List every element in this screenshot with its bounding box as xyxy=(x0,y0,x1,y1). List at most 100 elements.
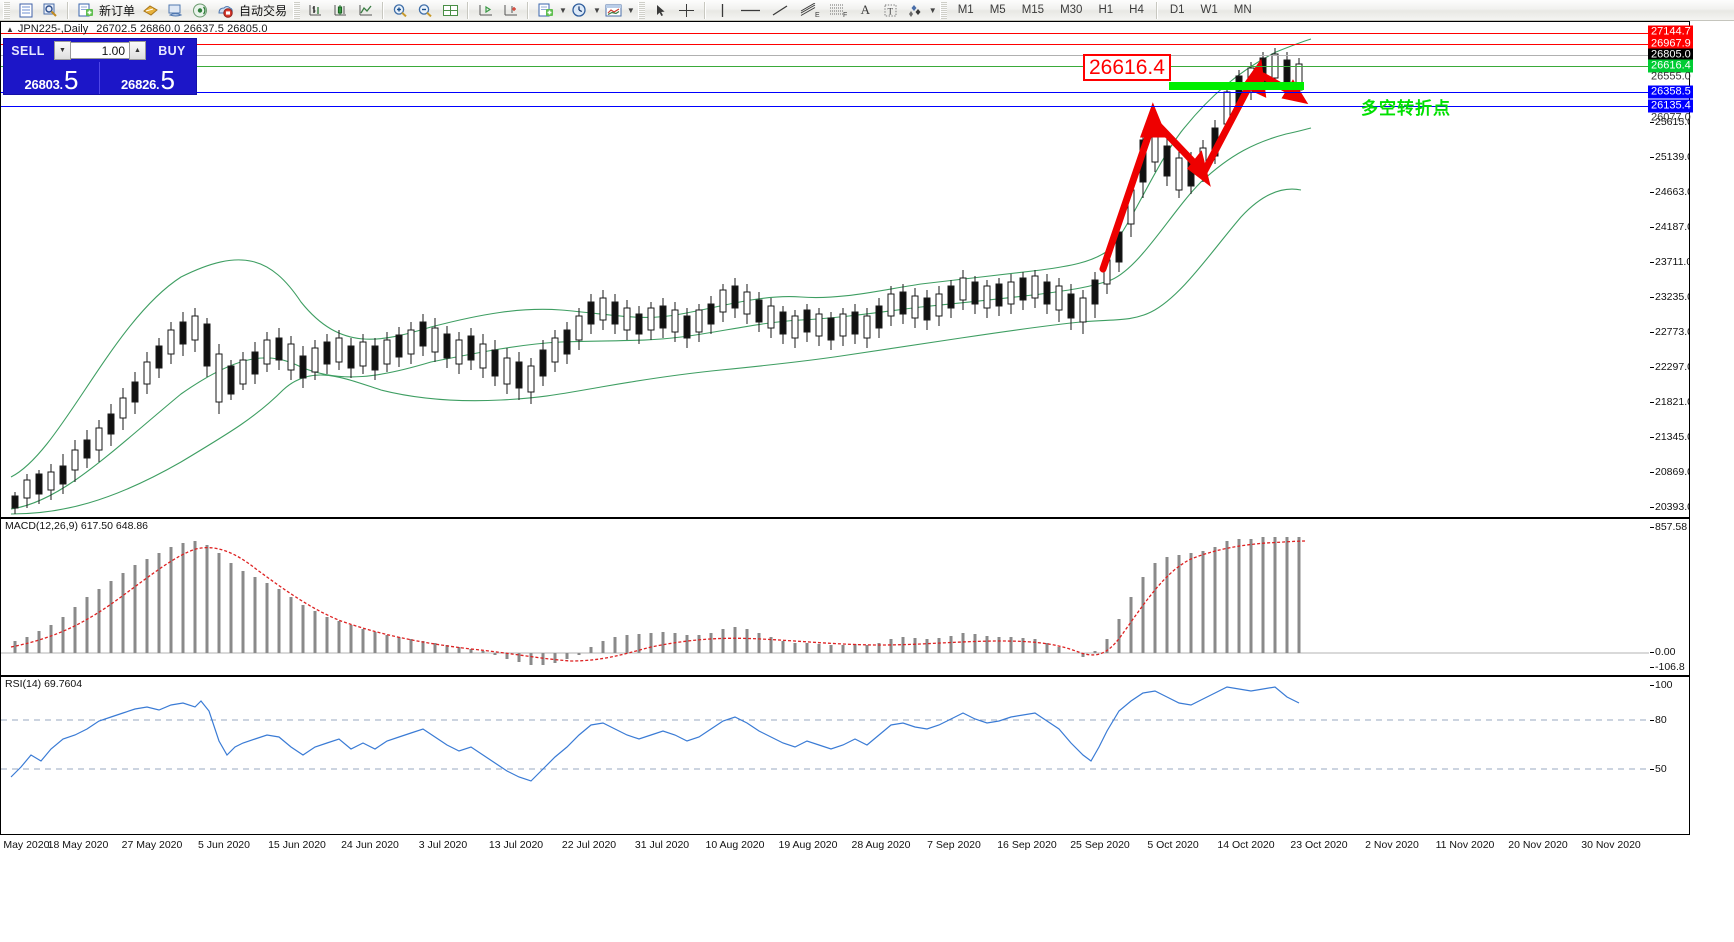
ohlc-values: 26702.5 26860.0 26637.5 26805.0 xyxy=(96,23,268,35)
new-order-icon[interactable] xyxy=(74,1,97,20)
time-tick: 31 Jul 2020 xyxy=(634,839,690,851)
volume-input[interactable]: 1.00 xyxy=(71,42,129,59)
vertical-line-icon[interactable] xyxy=(711,1,734,20)
zoom-in-icon[interactable] xyxy=(389,1,412,20)
time-tick: 24 Jun 2020 xyxy=(341,839,399,851)
timeframe-h1[interactable]: H1 xyxy=(1098,4,1114,16)
macd-plot-area[interactable] xyxy=(1,519,1649,675)
bar-chart-icon[interactable] xyxy=(304,1,327,20)
horizontal-line-icon[interactable] xyxy=(736,1,765,20)
time-tick: 3 Jul 2020 xyxy=(418,839,468,851)
autotrading-label[interactable]: 自动交易 xyxy=(239,3,288,18)
time-tick: 16 Sep 2020 xyxy=(997,839,1057,851)
timeframe-m30[interactable]: M30 xyxy=(1060,4,1083,16)
autotrading-icon[interactable] xyxy=(214,1,237,20)
toolbar-separator-5 xyxy=(703,1,706,19)
collapse-triangle-icon[interactable]: ▲ xyxy=(6,24,14,34)
price-tick: 20869.0 xyxy=(1650,466,1689,478)
fibonacci-icon[interactable]: F xyxy=(825,1,852,20)
price-tick: 20393.0 xyxy=(1650,501,1689,513)
zoom-out-icon[interactable] xyxy=(414,1,437,20)
periods-icon[interactable] xyxy=(568,1,591,20)
time-tick: 22 Jul 2020 xyxy=(561,839,617,851)
macd-tick-zero: 0.00 xyxy=(1649,646,1676,658)
toolbar-grip-3[interactable] xyxy=(637,1,645,19)
time-tick: 7 Sep 2020 xyxy=(927,839,981,851)
price-tick: 24187.0 xyxy=(1650,221,1689,233)
rsi-plot-area[interactable] xyxy=(1,677,1649,834)
sell-price-main: 26803 xyxy=(24,77,60,92)
expert-advisors-icon[interactable] xyxy=(139,1,162,20)
text-label-icon[interactable]: T xyxy=(879,1,902,20)
symbol-name: JPN225-,Daily xyxy=(17,23,89,35)
price-tick: 25615.0 xyxy=(1650,116,1689,128)
timeframe-m15[interactable]: M15 xyxy=(1021,4,1045,16)
rsi-tick-100: 100 xyxy=(1650,679,1673,691)
buy-price[interactable]: 26826 . 5 xyxy=(100,62,196,94)
candlestick-chart-icon[interactable] xyxy=(329,1,352,20)
toolbar-separator-6 xyxy=(1155,1,1158,19)
resistance-line-2 xyxy=(1,44,1649,45)
tile-windows-icon[interactable] xyxy=(439,1,462,20)
market-watch-icon[interactable] xyxy=(14,1,37,20)
time-axis[interactable]: 6 May 2020 18 May 2020 27 May 2020 5 Jun… xyxy=(0,835,1690,855)
sell-price[interactable]: 26803 . 5 xyxy=(4,62,100,94)
price-tick: 22773.0 xyxy=(1650,326,1689,338)
timeframe-h4[interactable]: H4 xyxy=(1129,4,1144,16)
time-tick: 20 Nov 2020 xyxy=(1508,839,1568,851)
price-tick: 22297.0 xyxy=(1650,361,1689,373)
timeframe-w1[interactable]: W1 xyxy=(1200,4,1218,16)
time-tick: 28 Aug 2020 xyxy=(851,839,911,851)
support-zone-band xyxy=(1169,82,1304,90)
timeframe-m5[interactable]: M5 xyxy=(989,4,1006,16)
new-order-label[interactable]: 新订单 xyxy=(99,3,136,18)
one-click-trading-panel[interactable]: SELL ▼ 1.00 ▲ BUY 26803 . 5 26826 . 5 xyxy=(3,38,197,95)
terminal-icon[interactable] xyxy=(164,1,187,20)
target-price-line xyxy=(1,66,1649,67)
signals-icon[interactable] xyxy=(189,1,212,20)
rsi-scale[interactable]: 100 80 50 xyxy=(1649,677,1689,834)
toolbar-separator-2 xyxy=(382,1,385,19)
line-chart-icon[interactable] xyxy=(354,1,377,20)
periods-dropdown-caret[interactable]: ▼ xyxy=(592,5,601,15)
cursor-icon[interactable] xyxy=(649,1,672,20)
time-tick: 6 May 2020 xyxy=(0,839,50,851)
price-plot-area[interactable]: 26616.4 多空转折点 xyxy=(1,22,1649,517)
trendline-icon[interactable] xyxy=(767,1,794,20)
price-tick: 21345.0 xyxy=(1650,431,1689,443)
rsi-label: RSI(14) 69.7604 xyxy=(5,678,83,690)
price-tick: 23711.0 xyxy=(1649,256,1689,268)
timeframe-d1[interactable]: D1 xyxy=(1169,4,1185,16)
auto-scroll-icon[interactable] xyxy=(499,1,522,20)
timeframe-mn[interactable]: MN xyxy=(1233,4,1252,16)
volume-stepper[interactable]: ▼ 1.00 ▲ xyxy=(54,41,146,60)
toolbar-grip[interactable] xyxy=(3,1,10,19)
chart-shift-icon[interactable] xyxy=(474,1,497,20)
indicators-icon[interactable] xyxy=(534,1,557,20)
volume-decrease-button[interactable]: ▼ xyxy=(54,41,71,60)
templates-icon[interactable] xyxy=(602,1,625,20)
sell-price-dot: . xyxy=(59,78,64,92)
macd-scale[interactable]: 0.00 -106.8 857.58 xyxy=(1649,519,1689,675)
templates-dropdown-caret[interactable]: ▼ xyxy=(626,5,635,15)
volume-increase-button[interactable]: ▲ xyxy=(129,41,146,60)
data-window-icon[interactable] xyxy=(39,1,62,20)
buy-button[interactable]: BUY xyxy=(158,43,186,58)
shapes-dropdown-caret[interactable]: ▼ xyxy=(928,5,937,15)
indicators-dropdown-caret[interactable]: ▼ xyxy=(559,5,567,15)
text-icon[interactable]: A xyxy=(860,2,870,17)
shapes-icon[interactable] xyxy=(904,1,927,20)
timeframe-m1[interactable]: M1 xyxy=(957,4,974,16)
crosshair-icon[interactable] xyxy=(674,1,699,20)
price-scale[interactable]: 25615.0 25139.0 24663.0 24187.0 23711.0 … xyxy=(1649,22,1689,517)
price-chart-pane[interactable]: 26616.4 多空转折点 25615.0 25139.0 24663.0 24… xyxy=(0,21,1690,518)
macd-tick-min: -106.8 xyxy=(1650,661,1685,673)
price-tick: 25139.0 xyxy=(1650,151,1689,163)
equidistant-channel-icon[interactable]: E xyxy=(796,1,823,20)
sell-button[interactable]: SELL xyxy=(11,43,45,58)
macd-pane[interactable]: MACD(12,26,9) 617.50 648.86 xyxy=(0,518,1690,676)
toolbar-grip-4[interactable] xyxy=(939,1,947,19)
toolbar-grip-2[interactable] xyxy=(293,1,301,19)
rsi-pane[interactable]: RSI(14) 69.7604 100 80 50 xyxy=(0,676,1690,835)
